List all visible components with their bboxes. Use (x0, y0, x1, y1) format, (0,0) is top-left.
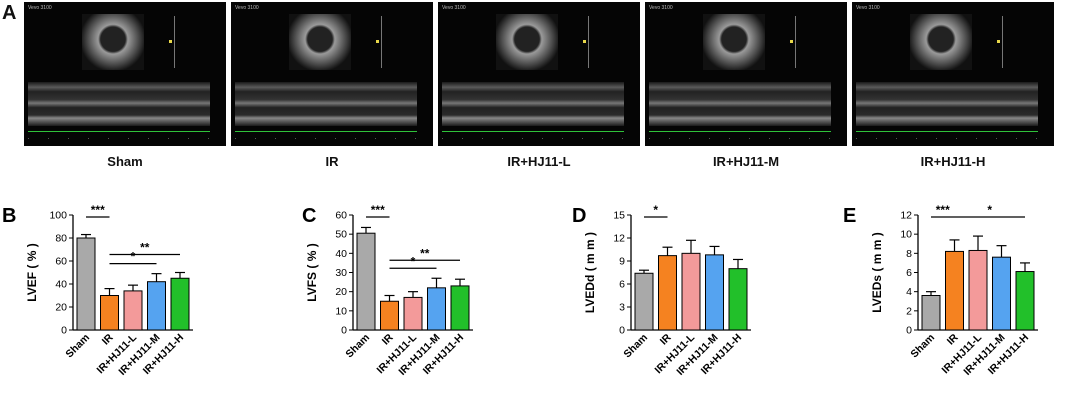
chart-c-sig-label-1: * (411, 254, 416, 268)
chart-d-bar-0 (634, 272, 654, 331)
chart-e-ytick-label-3: 6 (906, 267, 912, 279)
chart-e-xtick-label-1: IR (945, 331, 961, 347)
chart-c-bar-0 (356, 232, 376, 331)
chart-d-ytick-label-1: 3 (619, 302, 625, 314)
chart-e-letter: E (843, 205, 856, 227)
chart-b-ytick-label-0: 0 (61, 325, 67, 337)
chart-c-bar-2 (403, 296, 423, 331)
chart-b-bar-2 (123, 290, 143, 331)
chart-b-ylabel: LVEF ( % ) (25, 243, 39, 301)
chart-b-bar-0 (76, 237, 96, 331)
chart-e-bar-3 (992, 256, 1011, 331)
chart-e-ytick-label-4: 8 (906, 248, 912, 260)
chart-d-ytick-label-3: 9 (619, 256, 625, 268)
chart-d-bar-1 (658, 255, 677, 331)
echo-label-ir-hj11-m: IR+HJ11-M (712, 154, 780, 169)
echo-label-ir-hj11-h: IR+HJ11-H (920, 154, 986, 169)
chart-e-ylabel: LVEDs ( m m ) (870, 232, 884, 312)
chart-c-sig-label-2: ** (420, 246, 430, 260)
chart-c-ylabel: LVFS ( % ) (305, 243, 319, 301)
chart-e-ytick-label-0: 0 (906, 325, 912, 337)
echo-image-ir-hj11-h: Vevo 3100 (852, 2, 1054, 146)
echo-label-ir-hj11-l: IR+HJ11-L (507, 154, 571, 169)
chart-d-letter: D (572, 205, 586, 227)
chart-d-xtick-label-1: IR (658, 331, 674, 347)
chart-e-sig-label-1: * (987, 203, 992, 217)
chart-e-bar-0 (921, 295, 941, 331)
echo-label-ir: IR (325, 154, 339, 169)
chart-b-sig-label-2: ** (140, 241, 150, 255)
chart-d-bar-2 (681, 252, 701, 331)
chart-e-ytick-label-6: 12 (900, 210, 912, 222)
chart-e-ytick-label-1: 2 (906, 305, 912, 317)
chart-e-ytick-label-5: 10 (900, 229, 912, 241)
chart-b-sig-label-0: *** (91, 203, 105, 217)
chart-b-ytick-label-3: 60 (55, 256, 67, 268)
chart-e-bar-1 (945, 250, 964, 331)
chart-b-letter: B (2, 205, 16, 227)
chart-b-bar-3 (147, 281, 166, 331)
chart-c-ytick-label-5: 50 (335, 229, 347, 241)
chart-b-xtick-label-0: Sham (63, 332, 92, 361)
chart-d-bar-3 (705, 254, 724, 331)
chart-b-bar-1 (100, 295, 119, 331)
chart-c-ytick-label-3: 30 (335, 267, 347, 279)
echo-image-ir-hj11-m: Vevo 3100 (645, 2, 847, 146)
chart-c-xtick-label-0: Sham (343, 332, 372, 361)
echo-image-ir: Vevo 3100 (231, 2, 433, 146)
chart-d-ytick-label-5: 15 (613, 210, 625, 222)
echo-label-sham: Sham (107, 154, 143, 169)
chart-c-ytick-label-0: 0 (341, 325, 347, 337)
chart-c-ytick-label-4: 40 (335, 248, 347, 260)
chart-e-bar-4 (1015, 271, 1035, 331)
chart-c-letter: C (302, 205, 316, 227)
chart-c-sig-label-0: *** (371, 203, 385, 217)
chart-b-ytick-label-5: 100 (49, 210, 67, 222)
chart-e-bar-2 (968, 249, 988, 331)
chart-d-ytick-label-0: 0 (619, 325, 625, 337)
chart-b-sig-label-1: * (131, 250, 136, 264)
chart-d-xtick-label-0: Sham (621, 332, 650, 361)
chart-d-sig-label-0: * (653, 203, 658, 217)
chart-b-ytick-label-4: 80 (55, 233, 67, 245)
chart-d-bar-4 (728, 268, 748, 331)
chart-b-ytick-label-2: 40 (55, 279, 67, 291)
chart-e-xtick-label-0: Sham (908, 332, 937, 361)
panel-letter-a: A (2, 2, 17, 24)
echo-image-sham: Vevo 3100 (24, 2, 226, 146)
chart-e-ytick-label-2: 4 (906, 286, 912, 298)
chart-b-xtick-label-1: IR (100, 331, 116, 347)
chart-e-sig-label-0: *** (936, 203, 950, 217)
chart-d-ytick-label-4: 12 (613, 233, 625, 245)
chart-c-ytick-label-2: 20 (335, 286, 347, 298)
chart-c-bar-4 (450, 285, 470, 331)
chart-d-ylabel: LVEDd ( m m ) (583, 232, 597, 313)
chart-c-ytick-label-6: 60 (335, 210, 347, 222)
chart-c-ytick-label-1: 10 (335, 305, 347, 317)
chart-c-bar-3 (427, 287, 446, 331)
echo-image-ir-hj11-l: Vevo 3100 (438, 2, 640, 146)
chart-b-bar-4 (170, 277, 190, 331)
chart-b-ytick-label-1: 20 (55, 302, 67, 314)
chart-d-ytick-label-2: 6 (619, 279, 625, 291)
chart-c-xtick-label-1: IR (380, 331, 396, 347)
chart-c-bar-1 (380, 300, 399, 331)
